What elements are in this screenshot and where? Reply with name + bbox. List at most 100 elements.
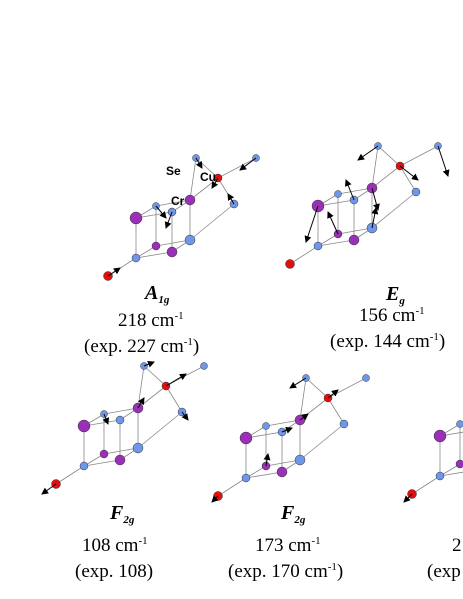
mode-frequency-f2g-173: 173 cm-1 xyxy=(255,535,321,556)
mode-experimental-eg: (exp. 144 cm-1) xyxy=(330,331,446,352)
se-atom xyxy=(362,374,370,382)
bond-line xyxy=(399,145,439,167)
bond-line xyxy=(337,187,373,195)
bond-line xyxy=(137,411,183,449)
displacement-arrow xyxy=(41,483,57,495)
mode-experimental-a1g: (exp. 227 cm-1) xyxy=(84,336,200,357)
displacement-arrow xyxy=(327,211,339,235)
bond-line xyxy=(439,471,463,477)
mode-symbol-a1g: A1g xyxy=(145,282,170,306)
cr-atom xyxy=(77,419,91,433)
displacement-arrow xyxy=(304,205,319,243)
se-atom xyxy=(339,419,349,429)
cr-atom xyxy=(129,211,143,225)
mode-symbol-eg: Eg xyxy=(386,283,405,307)
cr-atom xyxy=(348,234,360,246)
displacement-arrow xyxy=(137,397,145,409)
cr-atom xyxy=(99,449,109,459)
bond-line xyxy=(83,459,121,467)
mode-symbol-f2g-108: F2g xyxy=(110,502,135,526)
bond-line xyxy=(327,377,367,399)
cr-atom xyxy=(151,241,161,251)
displacement-arrow xyxy=(195,157,203,169)
bond-line xyxy=(217,477,247,497)
structure-f2g-partial xyxy=(403,420,463,503)
bond-line xyxy=(165,385,183,413)
bond-line xyxy=(155,239,191,247)
bond-line xyxy=(289,245,319,265)
se-atom xyxy=(184,234,196,246)
structure-a1g xyxy=(103,154,260,281)
bond-line xyxy=(265,419,301,427)
mode-frequency-partial: 2 xyxy=(452,535,462,556)
cr-atom xyxy=(455,459,463,469)
bond-line xyxy=(317,239,355,247)
displacement-arrow xyxy=(211,177,219,189)
bond-line xyxy=(327,397,345,425)
se-atom xyxy=(294,454,306,466)
bond-line xyxy=(411,475,441,495)
mode-experimental-f2g-173: (exp. 170 cm-1) xyxy=(228,561,344,582)
displacement-arrow xyxy=(165,373,187,387)
displacement-arrow xyxy=(102,413,110,425)
displacement-arrow xyxy=(289,377,307,389)
bond-line xyxy=(189,203,235,241)
structure-eg xyxy=(285,142,450,269)
bond-line xyxy=(137,385,167,409)
se-atom xyxy=(79,461,89,471)
bond-line xyxy=(371,165,401,189)
bond-line xyxy=(245,471,283,479)
bond-line xyxy=(265,459,301,467)
bond-line xyxy=(103,447,139,455)
displacement-arrow xyxy=(371,207,379,229)
bond-line xyxy=(371,145,379,189)
displacement-arrow xyxy=(164,211,173,229)
bond-line xyxy=(55,465,85,485)
bond-line xyxy=(377,145,401,167)
cr-atom xyxy=(114,454,126,466)
displacement-arrow xyxy=(281,426,293,434)
displacement-arrow xyxy=(263,453,271,467)
mode-frequency-f2g-108: 108 cm-1 xyxy=(82,535,148,556)
cr-atom xyxy=(276,466,288,478)
se-atom xyxy=(456,420,463,428)
cr-atom xyxy=(184,194,196,206)
se-atom xyxy=(131,253,141,263)
displacement-arrow xyxy=(143,360,155,368)
bond-line xyxy=(299,377,307,421)
cu-atom xyxy=(285,259,295,269)
bond-line xyxy=(135,251,173,259)
displacement-arrow xyxy=(344,179,355,201)
displacement-arrow xyxy=(227,193,235,205)
displacement-arrow xyxy=(155,205,167,219)
cr-atom xyxy=(166,246,178,258)
se-atom xyxy=(411,187,421,197)
displacement-arrow xyxy=(403,493,413,503)
displacement-arrow xyxy=(107,267,121,277)
structure-f2g-173 xyxy=(211,374,370,503)
bond-line xyxy=(189,157,197,201)
mode-frequency-a1g: 218 cm-1 xyxy=(118,310,184,331)
cr-atom xyxy=(433,429,447,443)
displacement-arrow xyxy=(181,411,189,421)
se-atom xyxy=(334,190,342,198)
atom-label-cu: Cu xyxy=(200,170,216,184)
bond-line xyxy=(155,199,191,207)
bond-line xyxy=(305,377,329,399)
displacement-arrow xyxy=(239,157,257,171)
atom-label-cr: Cr xyxy=(171,194,185,208)
se-atom xyxy=(435,471,445,481)
se-atom xyxy=(115,415,125,425)
bond-line xyxy=(137,365,145,409)
displacement-arrow xyxy=(371,187,380,211)
mode-experimental-partial: (exp xyxy=(427,561,461,582)
se-atom xyxy=(200,362,208,370)
se-atom xyxy=(313,241,323,251)
atom-label-se: Se xyxy=(166,164,181,178)
bond-line xyxy=(337,227,373,235)
bond-line xyxy=(217,157,257,179)
bond-line xyxy=(299,423,345,461)
displacement-arrow xyxy=(357,145,379,161)
cr-atom xyxy=(239,431,253,445)
